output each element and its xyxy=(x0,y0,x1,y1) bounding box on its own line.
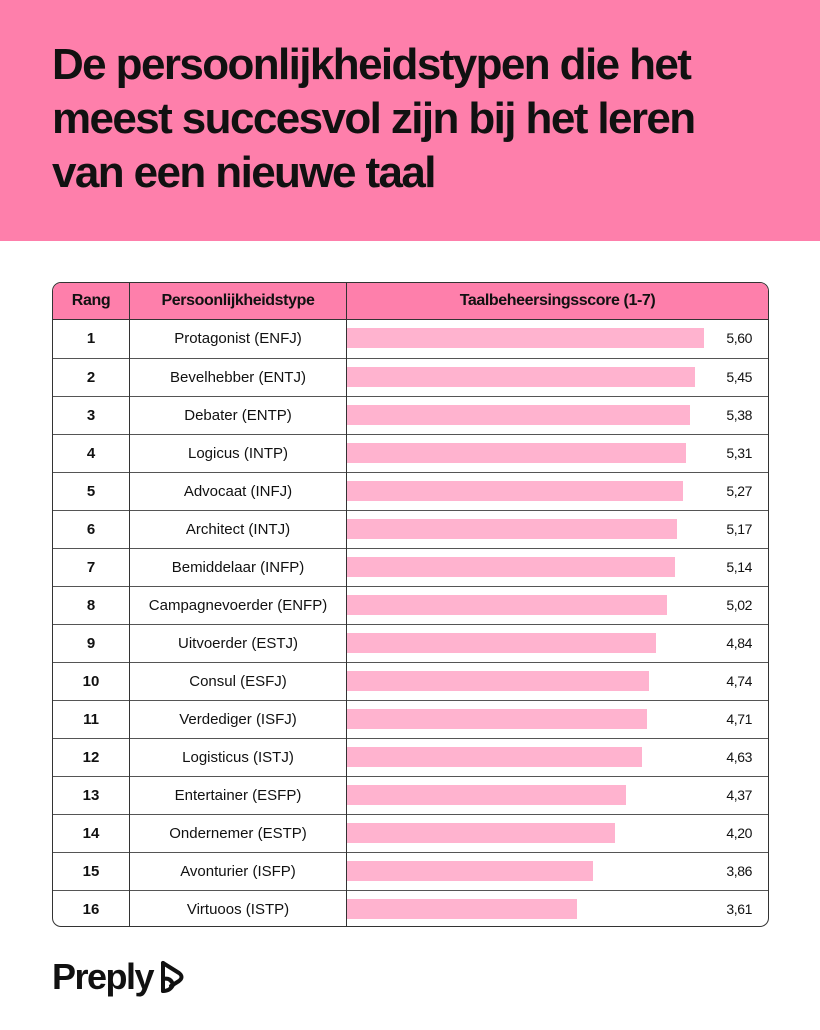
table-row: 13 Entertainer (ESFP) 4,37 xyxy=(53,776,768,814)
type-cell: Logisticus (ISTJ) xyxy=(182,749,294,766)
score-value: 4,37 xyxy=(726,787,752,803)
score-bar xyxy=(347,861,593,881)
rank-cell: 10 xyxy=(82,673,100,690)
type-cell: Ondernemer (ESTP) xyxy=(169,825,307,842)
score-bar xyxy=(347,633,656,653)
column-header-rank: Rang xyxy=(71,292,111,309)
score-value: 4,20 xyxy=(726,825,752,841)
table-row: 12 Logisticus (ISTJ) 4,63 xyxy=(53,738,768,776)
table-row: 7 Bemiddelaar (INFP) 5,14 xyxy=(53,548,768,586)
rank-cell: 13 xyxy=(82,787,100,804)
type-cell: Advocaat (INFJ) xyxy=(183,483,293,500)
score-value: 5,38 xyxy=(726,407,752,423)
table-header: Rang Persoonlijkheidstype Taalbeheersing… xyxy=(53,283,768,320)
type-cell: Campagnevoerder (ENFP) xyxy=(148,597,328,614)
score-bar xyxy=(347,709,647,729)
score-table: Rang Persoonlijkheidstype Taalbeheersing… xyxy=(52,282,769,927)
score-bar xyxy=(347,405,690,425)
type-cell: Consul (ESFJ) xyxy=(189,673,287,690)
preply-logo: Preply xyxy=(52,955,187,999)
score-value: 4,63 xyxy=(726,749,752,765)
rank-cell: 6 xyxy=(86,521,96,538)
table-row: 9 Uitvoerder (ESTJ) 4,84 xyxy=(53,624,768,662)
table-row: 14 Ondernemer (ESTP) 4,20 xyxy=(53,814,768,852)
score-bar xyxy=(347,671,649,691)
type-cell: Architect (INTJ) xyxy=(185,521,291,538)
score-value: 5,60 xyxy=(726,330,752,346)
score-value: 3,86 xyxy=(726,863,752,879)
type-cell: Protagonist (ENFJ) xyxy=(174,330,302,347)
type-cell: Virtuoos (ISTP) xyxy=(186,901,290,918)
score-bar xyxy=(347,595,667,615)
score-value: 4,74 xyxy=(726,673,752,689)
type-cell: Debater (ENTP) xyxy=(184,407,292,424)
table-row: 3 Debater (ENTP) 5,38 xyxy=(53,396,768,434)
rank-cell: 2 xyxy=(86,369,96,386)
score-value: 5,31 xyxy=(726,445,752,461)
score-bar xyxy=(347,481,683,501)
rank-cell: 12 xyxy=(82,749,100,766)
rank-cell: 8 xyxy=(86,597,96,614)
rank-cell: 4 xyxy=(86,445,96,462)
table-row: 10 Consul (ESFJ) 4,74 xyxy=(53,662,768,700)
column-divider xyxy=(129,283,130,926)
rank-cell: 1 xyxy=(86,330,96,347)
score-bar xyxy=(347,519,677,539)
rank-cell: 11 xyxy=(83,711,99,728)
rank-cell: 3 xyxy=(86,407,96,424)
header-banner: De persoonlijkheidstypen die het meest s… xyxy=(0,0,820,241)
score-value: 5,02 xyxy=(726,597,752,613)
type-cell: Avonturier (ISFP) xyxy=(180,863,296,880)
score-bar xyxy=(347,367,695,387)
score-bar xyxy=(347,899,577,919)
score-bar xyxy=(347,747,642,767)
rank-cell: 9 xyxy=(86,635,96,652)
score-value: 4,84 xyxy=(726,635,752,651)
page-title: De persoonlijkheidstypen die het meest s… xyxy=(52,40,696,197)
score-bar xyxy=(347,328,704,348)
table-row: 1 Protagonist (ENFJ) 5,60 xyxy=(53,320,768,358)
rank-cell: 16 xyxy=(82,901,100,918)
rank-cell: 14 xyxy=(82,825,100,842)
rank-cell: 15 xyxy=(82,863,100,880)
table-row: 15 Avonturier (ISFP) 3,86 xyxy=(53,852,768,890)
type-cell: Entertainer (ESFP) xyxy=(174,787,302,804)
type-cell: Verdediger (ISFJ) xyxy=(179,711,297,728)
score-bar xyxy=(347,823,615,843)
rank-cell: 7 xyxy=(86,559,96,576)
table-row: 11 Verdediger (ISFJ) 4,71 xyxy=(53,700,768,738)
table-row: 16 Virtuoos (ISTP) 3,61 xyxy=(53,890,768,926)
table-row: 8 Campagnevoerder (ENFP) 5,02 xyxy=(53,586,768,624)
table-row: 5 Advocaat (INFJ) 5,27 xyxy=(53,472,768,510)
score-value: 3,61 xyxy=(726,901,752,917)
score-value: 4,71 xyxy=(726,711,752,727)
type-cell: Bemiddelaar (INFP) xyxy=(171,559,305,576)
column-divider xyxy=(346,283,347,926)
score-value: 5,14 xyxy=(726,559,752,575)
score-value: 5,17 xyxy=(726,521,752,537)
preply-logo-icon xyxy=(161,961,184,993)
table-row: 4 Logicus (INTP) 5,31 xyxy=(53,434,768,472)
type-cell: Bevelhebber (ENTJ) xyxy=(170,369,306,386)
column-header-score: Taalbeheersingsscore (1-7) xyxy=(459,292,656,309)
brand-name: Preply xyxy=(52,956,155,997)
column-header-type: Persoonlijkheidstype xyxy=(161,292,315,309)
type-cell: Uitvoerder (ESTJ) xyxy=(177,635,299,652)
score-bar xyxy=(347,557,675,577)
score-value: 5,27 xyxy=(726,483,752,499)
type-cell: Logicus (INTP) xyxy=(187,445,289,462)
table-row: 6 Architect (INTJ) 5,17 xyxy=(53,510,768,548)
rank-cell: 5 xyxy=(86,483,96,500)
table-row: 2 Bevelhebber (ENTJ) 5,45 xyxy=(53,358,768,396)
score-value: 5,45 xyxy=(726,369,752,385)
score-bar xyxy=(347,443,686,463)
score-bar xyxy=(347,785,626,805)
